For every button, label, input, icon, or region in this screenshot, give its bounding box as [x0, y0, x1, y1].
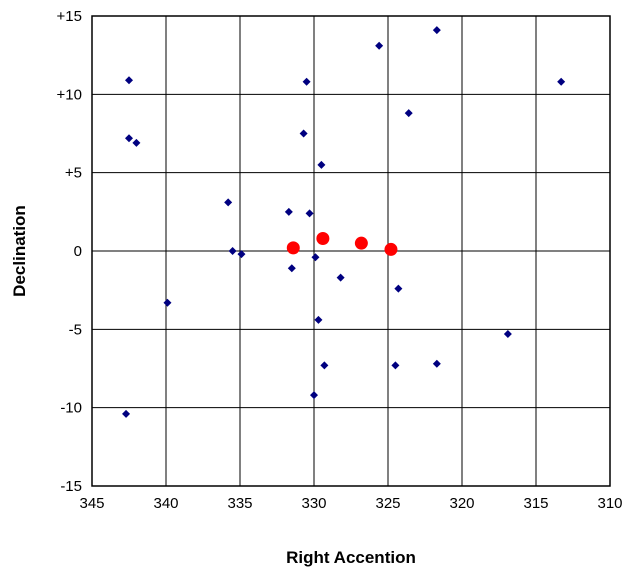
- diamond-point: [314, 315, 323, 324]
- y-tick-label: +10: [57, 86, 82, 103]
- x-tick-label: 345: [79, 495, 104, 512]
- diamond-point: [237, 250, 246, 259]
- circle-point: [354, 236, 368, 250]
- diamond-point: [125, 134, 133, 143]
- data-points: [122, 26, 566, 418]
- x-axis-title: Right Accention: [286, 548, 416, 567]
- diamond-point: [503, 330, 512, 339]
- y-tick-label: -15: [60, 478, 82, 495]
- circle-point: [286, 241, 300, 255]
- x-tick-label: 320: [449, 495, 474, 512]
- plot-area-frame: [91, 15, 611, 487]
- diamond-point: [557, 77, 566, 86]
- diamond-point: [394, 284, 403, 293]
- diamond-point: [336, 273, 345, 282]
- diamond-point: [122, 409, 131, 418]
- diamond-point: [320, 361, 329, 370]
- diamond-point: [299, 129, 308, 138]
- diamond-point: [317, 160, 326, 169]
- y-tick-label: -5: [69, 321, 82, 338]
- grid: [91, 15, 611, 487]
- diamond-point: [432, 26, 441, 35]
- circle-point: [384, 242, 398, 256]
- diamond-point: [132, 138, 141, 147]
- y-axis-tick-labels: +15 +10 +5 0 -5 -10 -15: [57, 8, 82, 495]
- diamond-point: [432, 359, 441, 368]
- x-tick-label: 325: [375, 495, 400, 512]
- x-tick-label: 335: [227, 495, 252, 512]
- diamond-point: [224, 198, 233, 207]
- y-tick-label: -10: [60, 400, 82, 417]
- diamond-point: [404, 109, 413, 118]
- diamond-point: [311, 253, 320, 262]
- x-tick-label: 330: [301, 495, 326, 512]
- y-tick-label: +5: [65, 165, 82, 182]
- diamond-point: [163, 298, 172, 307]
- diamond-point: [287, 264, 296, 273]
- y-tick-label: +15: [57, 8, 82, 25]
- diamond-point: [125, 76, 133, 85]
- diamond-point: [284, 207, 293, 216]
- y-tick-label: 0: [74, 243, 82, 260]
- y-axis-title: Declination: [10, 205, 29, 297]
- diamond-point: [375, 41, 384, 50]
- x-axis-tick-labels: 345 340 335 330 325 320 315 310: [79, 495, 622, 512]
- x-tick-label: 315: [523, 495, 548, 512]
- diamond-point: [391, 361, 400, 370]
- diamond-point: [302, 77, 311, 86]
- circle-point: [316, 231, 330, 245]
- x-tick-label: 310: [597, 495, 622, 512]
- diamond-point: [305, 209, 314, 218]
- x-tick-label: 340: [153, 495, 178, 512]
- diamond-point: [228, 247, 237, 255]
- diamond-point: [310, 391, 318, 400]
